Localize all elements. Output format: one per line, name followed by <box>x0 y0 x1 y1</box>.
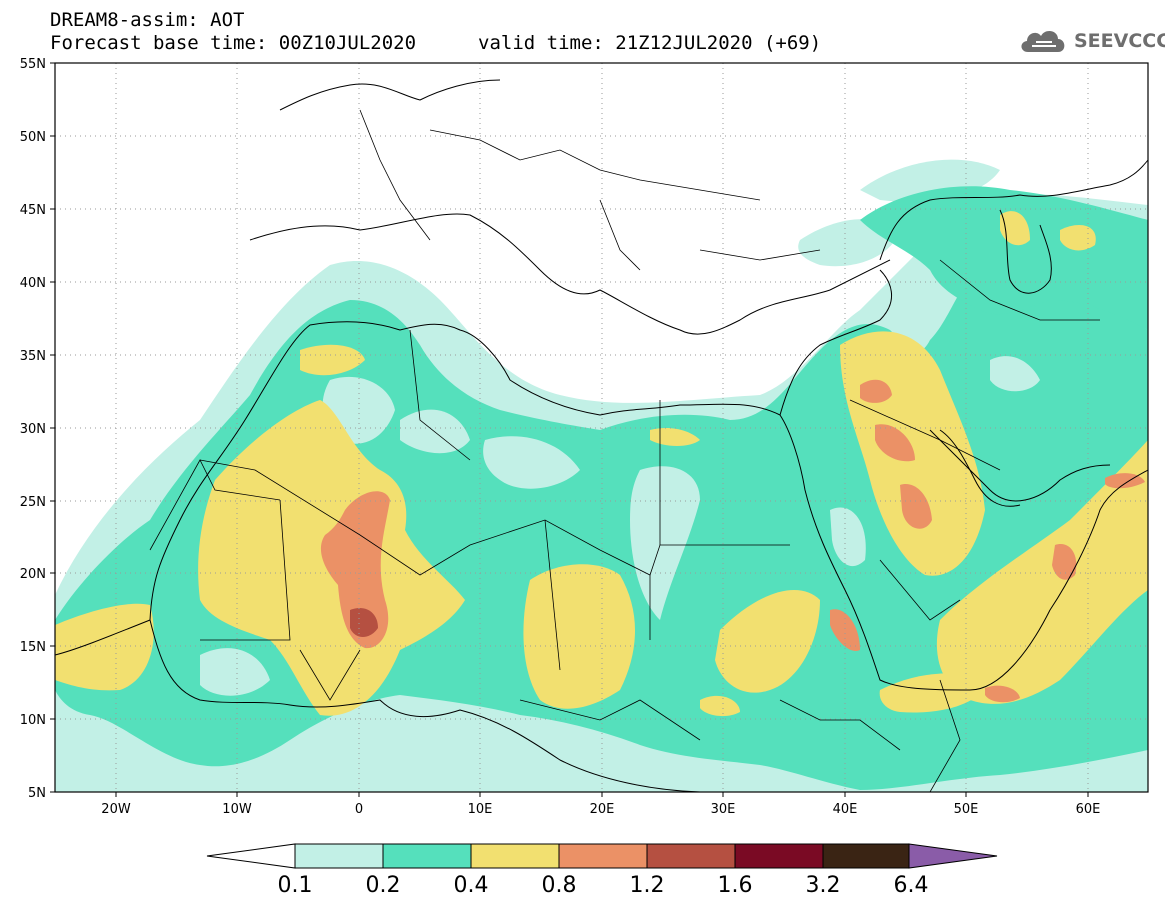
lat-label: 35N <box>20 349 46 364</box>
lat-label: 20N <box>20 567 46 582</box>
lat-label: 40N <box>20 276 46 291</box>
country-borders <box>149 109 1100 792</box>
colorbar-level-label: 0.4 <box>454 873 489 898</box>
lon-label: 60E <box>1076 802 1101 817</box>
lon-label: 50E <box>954 802 979 817</box>
seevccc-logo: SEEVCCC <box>1018 24 1165 58</box>
aot-contour-0.8 <box>320 379 1145 703</box>
axis-ticks <box>50 62 1089 797</box>
lat-label: 15N <box>20 640 46 655</box>
colorbar-segment <box>734 843 824 869</box>
colorbar-over-arrow <box>908 843 998 869</box>
colorbar-level-label: 0.1 <box>278 873 313 898</box>
lon-label: 40E <box>833 802 858 817</box>
lat-label: 10N <box>20 713 46 728</box>
lon-label: 20E <box>590 802 615 817</box>
latitude-labels: 55N 50N 45N 40N 35N 30N 25N 20N 15N 10N … <box>20 57 46 801</box>
lon-label: 10W <box>222 802 252 817</box>
lon-label: 20W <box>101 802 131 817</box>
colorbar-level-label: 3.2 <box>806 873 841 898</box>
colorbar-level-label: 1.6 <box>718 873 753 898</box>
colorbar-level-label: 1.2 <box>630 873 665 898</box>
colorbar-level-label: 0.8 <box>542 873 577 898</box>
map-title: DREAM8-assim: AOT <box>50 9 245 31</box>
coastlines <box>55 79 1148 792</box>
cloud-icon <box>1021 30 1065 52</box>
forecast-base-time: Forecast base time: 00Z10JUL2020 <box>50 32 417 54</box>
colorbar-segment <box>822 843 910 869</box>
lat-label: 25N <box>20 495 46 510</box>
colorbar-level-label: 6.4 <box>894 873 929 898</box>
lon-label: 30E <box>711 802 736 817</box>
lat-label: 5N <box>28 786 46 801</box>
lat-label: 50N <box>20 130 46 145</box>
grid-lines <box>55 63 1148 792</box>
aot-field <box>55 63 1148 792</box>
colorbar-under-arrow <box>206 843 296 869</box>
colorbar-segment <box>294 843 384 869</box>
colorbar: 0.1 0.2 0.4 0.8 1.2 1.6 3.2 6.4 <box>206 843 998 898</box>
aot-contour-1.2 <box>350 608 378 637</box>
longitude-labels: 20W 10W 0 10E 20E 30E 40E 50E 60E <box>101 802 1100 817</box>
colorbar-segment <box>646 843 736 869</box>
aot-contour-0.1-holes <box>200 356 1040 696</box>
colorbar-segment <box>470 843 560 869</box>
lon-label: 10E <box>468 802 493 817</box>
valid-time: valid time: 21Z12JUL2020 (+69) <box>478 32 822 54</box>
colorbar-level-label: 0.2 <box>366 873 401 898</box>
lon-label: 0 <box>355 802 363 817</box>
logo-text: SEEVCCC <box>1074 30 1165 52</box>
lat-label: 30N <box>20 422 46 437</box>
lat-label: 55N <box>20 57 46 72</box>
colorbar-segment <box>382 843 472 869</box>
lat-label: 45N <box>20 203 46 218</box>
colorbar-segment <box>558 843 648 869</box>
